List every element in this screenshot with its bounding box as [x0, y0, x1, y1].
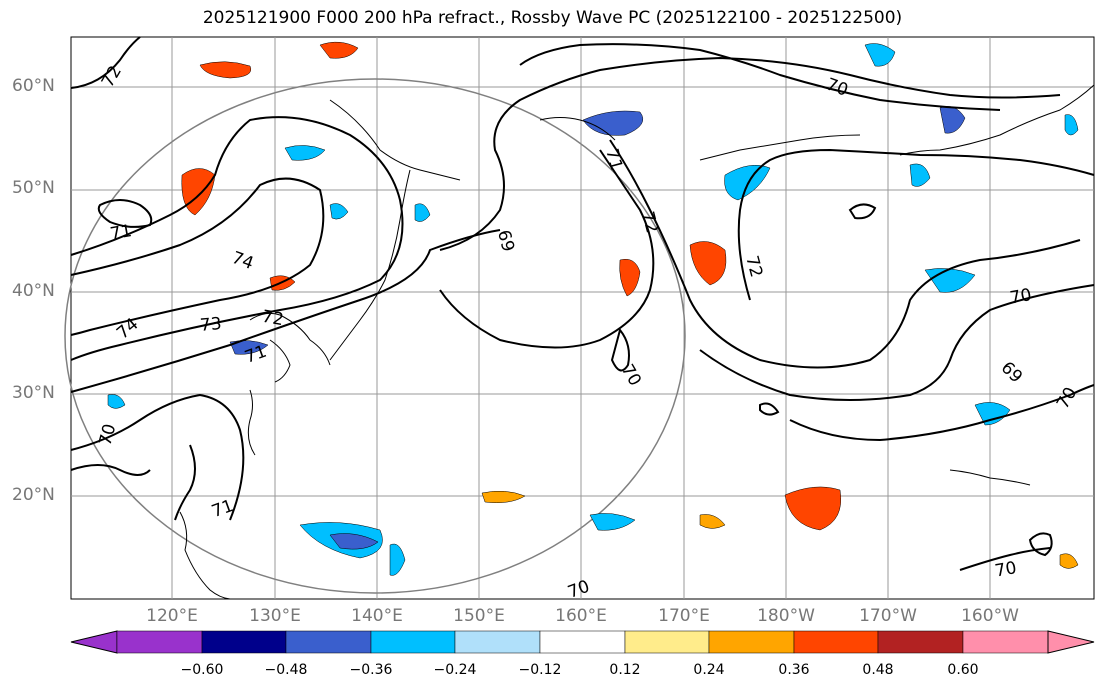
- colorbar-segment: [201, 630, 287, 654]
- colorbar-tick-label: 0.36: [778, 662, 810, 678]
- lon-label: 120°E: [146, 606, 198, 626]
- lon-label: 150°E: [453, 606, 505, 626]
- colorbar-segment: [370, 630, 456, 654]
- colorbar-segment: [624, 630, 710, 654]
- lat-label: 20°N: [12, 485, 55, 505]
- lon-label: 170°W: [859, 606, 917, 626]
- colorbar-segment: [793, 630, 879, 654]
- lat-label: 60°N: [12, 76, 55, 96]
- lon-label: 170°E: [658, 606, 710, 626]
- lat-label: 50°N: [12, 178, 55, 198]
- colorbar-segment: [539, 630, 626, 654]
- contour-label: 70: [1008, 285, 1033, 308]
- colorbar-tick-label: −0.60: [180, 662, 224, 678]
- colorbar-tick-label: 0.60: [947, 662, 979, 678]
- colorbar-tick-label: 0.12: [609, 662, 641, 678]
- influence-circle: [64, 78, 686, 594]
- colorbar-segment: [962, 630, 1049, 654]
- colorbar-tick-label: 0.24: [693, 662, 725, 678]
- colorbar-tick-label: −0.48: [264, 662, 308, 678]
- lat-label: 40°N: [12, 281, 55, 301]
- lat-label: 30°N: [12, 383, 55, 403]
- contour-label: 72: [260, 307, 285, 330]
- coastlines: [179, 84, 1095, 600]
- colorbar-segment: [454, 630, 541, 654]
- lon-label: 130°E: [249, 606, 301, 626]
- colorbar-segment: [877, 630, 964, 654]
- colorbar-extend-right: [1047, 630, 1095, 654]
- lon-label: 160°W: [961, 606, 1019, 626]
- lon-label: 140°E: [351, 606, 403, 626]
- colorbar-tick-label: −0.36: [349, 662, 393, 678]
- colorbar-segment: [708, 630, 795, 654]
- anomaly-shading: [107, 41, 1079, 576]
- colorbar-extend-left: [70, 630, 118, 654]
- colorbar: [70, 630, 1095, 654]
- contour-label: 70: [993, 558, 1018, 581]
- contour-lines: [70, 36, 1095, 571]
- colorbar-segment: [285, 630, 372, 654]
- lon-label: 160°E: [555, 606, 607, 626]
- contour-label: 71: [109, 221, 134, 244]
- colorbar-tick-label: −0.12: [518, 662, 562, 678]
- colorbar-tick-label: 0.48: [862, 662, 894, 678]
- map-title: 2025121900 F000 200 hPa refract., Rossby…: [202, 8, 903, 28]
- colorbar-tick-label: −0.24: [433, 662, 477, 678]
- lon-label: 180°W: [757, 606, 815, 626]
- colorbar-segment: [116, 630, 203, 654]
- contour-label: 73: [199, 314, 222, 336]
